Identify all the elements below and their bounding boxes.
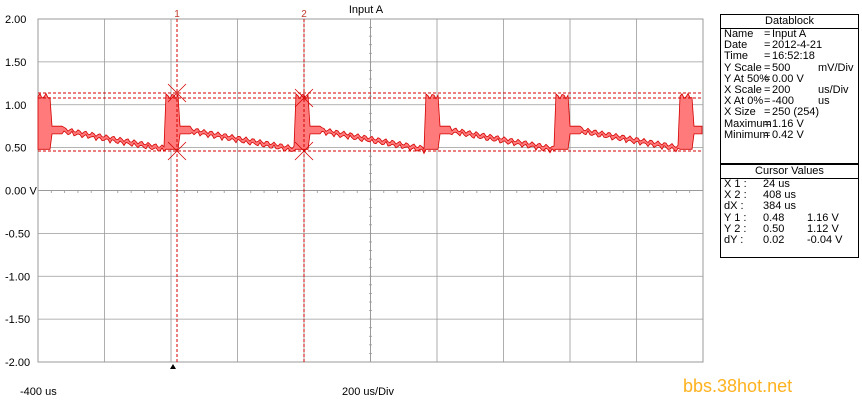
cursor-value-row: Y 1 : 0.48 1.16 V (721, 211, 858, 224)
datablock-row-value: 200 (772, 83, 791, 96)
datablock-header: Datablock (721, 15, 858, 29)
y-tick-label: -2.00 (5, 357, 30, 369)
cursor-value-secondary: -0.04 V (807, 233, 843, 246)
datablock-row: Minimum = 0.42 V (721, 128, 858, 141)
datablock-row: X Scale = 200 us/Div (721, 83, 858, 96)
x-axis-start-label: -400 us (20, 386, 57, 398)
datablock-row-label: Name (724, 28, 754, 40)
watermark: bbs.38hot.net (683, 376, 793, 396)
datablock-row: Y At 50% = 0.00 V (721, 72, 858, 85)
y-tick-label: 0.50 (5, 143, 26, 155)
datablock-row-value: 0.42 V (772, 128, 804, 141)
datablock-row-label: X At 0% (724, 95, 764, 108)
datablock-row-value: 500 (772, 61, 791, 74)
cursor-value-label: dY : (724, 233, 744, 246)
x-cursor-label-1: 1 (174, 9, 180, 20)
datablock-row: Date = 2012-4-21 (721, 39, 858, 52)
datablock-row-value: Input A (772, 28, 807, 40)
datablock-row-label: X Scale (724, 83, 762, 96)
cursor-values-panel: Cursor Values X 1 : 24 us X 2 : 408 us dX : 3… (720, 164, 859, 258)
datablock-row-value: 2012-4-21 (772, 39, 823, 52)
cursor-value-row: X 1 : 24 us (721, 178, 858, 190)
cursor-value-primary: 0.48 (763, 211, 785, 224)
datablock-row-value: 1.16 V (772, 117, 804, 130)
cursor-value-label: Y 1 : (724, 211, 747, 224)
datablock-row: Maximum = 1.16 V (721, 117, 858, 130)
graticule-grid (37, 18, 704, 363)
y-tick-label: -0.50 (5, 228, 30, 240)
waveform-trace (37, 92, 703, 155)
cursor-cross-marker (167, 141, 187, 161)
cursor-value-secondary: 1.16 V (807, 211, 839, 224)
datablock-row-value: 0.00 V (772, 72, 804, 85)
datablock-row-label: Minimum (724, 128, 769, 141)
cursor-value-label: X 1 : (724, 178, 747, 190)
datablock-panel: Datablock Name = Input A Date = 2012-4-21 Time… (720, 14, 859, 164)
cursor-value-primary: 408 us (763, 189, 797, 202)
cursor-value-row: dY : 0.02 -0.04 V (721, 233, 858, 246)
datablock-row-label: X Size (724, 106, 756, 119)
cursor-value-row: X 2 : 408 us (721, 189, 858, 202)
datablock-row-label: Date (724, 39, 748, 52)
datablock-row-unit: us/Div (818, 83, 849, 96)
datablock-row-equals: = (764, 28, 771, 40)
datablock-row-value: 250 (254) (772, 106, 820, 119)
datablock-row-equals: = (764, 117, 771, 130)
cursor-cross-marker (294, 141, 314, 161)
cursor-value-primary: 24 us (763, 178, 790, 190)
datablock-row: Y Scale = 500 mV/Div (721, 61, 858, 74)
datablock-row-value: -400 (772, 95, 795, 108)
datablock-rows: Name = Input A Date = 2012-4-21 Time = 16:52:18 Y… (721, 28, 858, 141)
y-tick-label: -1.50 (5, 314, 30, 326)
datablock-row: Time = 16:52:18 (721, 51, 858, 62)
datablock-row: X At 0% = -400 us (721, 95, 858, 108)
cursor-cross-marker (167, 83, 187, 103)
cursor-values-header: Cursor Values (721, 165, 858, 179)
datablock-row-unit: mV/Div (818, 61, 854, 74)
datablock-row-equals: = (764, 39, 771, 52)
datablock-row-label: Y At 50% (724, 72, 770, 85)
cursor-value-primary: 0.02 (763, 233, 785, 246)
datablock-row: Name = Input A (721, 28, 858, 40)
y-axis-tick-labels: 2.00 1.50 1.00 0.50 0.00 V -0.50 -1.00 -1.50 -2.… (5, 14, 37, 369)
datablock-row-equals: = (764, 83, 771, 96)
x-cursor-label-2: 2 (301, 9, 307, 20)
datablock-row-label: Y Scale (724, 61, 762, 74)
trace-title: Input A (349, 4, 384, 16)
datablock-row-equals: = (764, 61, 771, 74)
x-axis-scale-label: 200 us/Div (342, 386, 394, 398)
cursor-value-label: dX : (724, 200, 744, 213)
datablock-row: X Size = 250 (254) (721, 107, 858, 118)
datablock-row-equals: = (764, 95, 771, 108)
datablock-row-label: Maximum (724, 117, 772, 130)
y-tick-label: 0.00 V (5, 186, 37, 198)
datablock-row-equals: = (764, 72, 771, 85)
cursor-value-primary: 384 us (763, 200, 797, 213)
y-tick-label: -1.00 (5, 271, 30, 283)
datablock-row-unit: us (818, 95, 830, 108)
datablock-row-value: 16:52:18 (772, 50, 815, 63)
cursor-value-row: dX : 384 us (721, 201, 858, 212)
y-tick-label: 1.00 (5, 100, 26, 112)
datablock-row-equals: = (764, 106, 771, 119)
cursor-value-secondary: 1.12 V (807, 222, 839, 235)
datablock-row-equals: = (764, 128, 771, 141)
cursor-value-label: X 2 : (724, 189, 747, 202)
y-tick-label: 1.50 (5, 57, 26, 69)
cursor-value-label: Y 2 : (724, 222, 747, 235)
trigger-marker-icon (170, 364, 176, 369)
cursor-value-row: Y 2 : 0.50 1.12 V (721, 222, 858, 235)
y-tick-label: 2.00 (5, 14, 26, 26)
cursor-value-primary: 0.50 (763, 222, 785, 235)
datablock-row-equals: = (764, 50, 771, 63)
datablock-row-label: Time (724, 50, 749, 63)
cursor-cross-marker (294, 88, 314, 108)
cursor-values-rows: X 1 : 24 us X 2 : 408 us dX : 384 us Y 1 : 0.48… (721, 178, 858, 246)
waveform-envelope (37, 92, 703, 155)
